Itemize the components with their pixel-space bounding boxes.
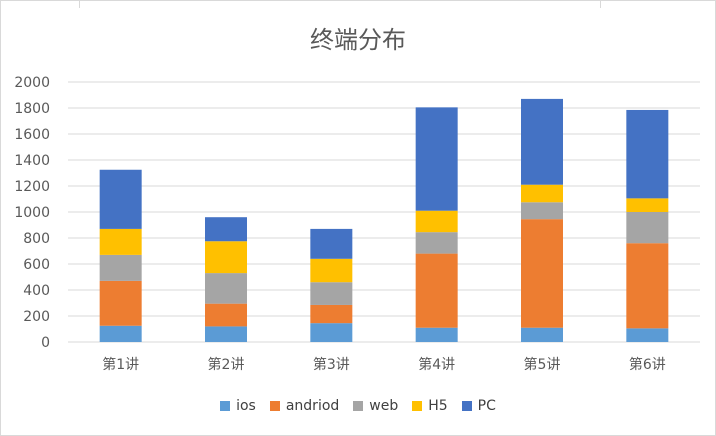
x-tick-label: 第6讲 [629, 356, 666, 373]
bar-segment-PC-6 [626, 109, 669, 199]
bar-segment-H5-2 [205, 241, 247, 274]
legend-swatch [461, 401, 472, 411]
bar-segment-ios-5 [521, 327, 563, 342]
bar-segment-web-2 [205, 273, 247, 304]
y-tick-label: 600 [23, 257, 50, 273]
y-tick-label: 2000 [14, 75, 50, 91]
y-tick-label: 1200 [14, 179, 50, 195]
bar-segment-web-4 [415, 232, 458, 254]
legend-swatch [353, 401, 364, 411]
bar-segment-PC-2 [205, 217, 247, 242]
legend-item-andriod: andriod [269, 398, 340, 414]
bar-segment-H5-4 [415, 210, 458, 233]
bar-segment-H5-5 [521, 184, 563, 203]
legend-item-web: web [353, 398, 398, 414]
legend-label: PC [477, 398, 496, 414]
bar-segment-andriod-3 [310, 304, 353, 324]
legend-item-ios: ios [220, 398, 256, 414]
bar-segment-PC-5 [521, 98, 563, 185]
legend-item-PC: PC [461, 398, 496, 414]
bar-segment-web-6 [626, 212, 669, 244]
chart-legend: ios andriod web H5 PC [0, 398, 716, 414]
bar-segment-H5-6 [626, 198, 669, 212]
bar-segment-web-3 [310, 282, 353, 305]
bar-segment-andriod-2 [205, 303, 247, 327]
x-tick-label: 第3讲 [313, 356, 350, 373]
y-tick-label: 200 [23, 309, 50, 325]
chart-title: 终端分布 [310, 26, 406, 54]
y-tick-label: 0 [41, 335, 50, 351]
x-tick-label: 第4讲 [418, 356, 455, 373]
y-tick-label: 1800 [14, 101, 50, 117]
legend-item-H5: H5 [412, 398, 448, 414]
bar-segment-H5-1 [99, 228, 142, 255]
bar-segment-andriod-5 [521, 219, 563, 328]
frame-divider [600, 0, 601, 8]
legend-label: web [369, 398, 399, 414]
bar-segment-PC-3 [310, 228, 353, 259]
x-tick-label: 第1讲 [102, 356, 139, 373]
x-tick-label: 第2讲 [208, 356, 245, 373]
y-tick-label: 400 [23, 283, 50, 299]
legend-label: andriod [285, 398, 340, 414]
bar-segment-andriod-4 [415, 253, 458, 328]
bar-segment-web-1 [99, 254, 142, 281]
bar-segment-ios-2 [205, 326, 247, 342]
y-tick-label: 800 [23, 231, 50, 247]
legend-label: H5 [428, 398, 448, 414]
bar-segment-andriod-1 [99, 280, 142, 326]
y-tick-label: 1600 [14, 127, 50, 143]
frame-divider [79, 0, 80, 8]
legend-swatch [269, 401, 280, 411]
bar-segment-ios-6 [626, 328, 669, 342]
bar-segment-ios-1 [99, 325, 142, 342]
bar-segment-web-5 [521, 202, 563, 220]
bar-segment-PC-1 [99, 169, 142, 229]
legend-swatch [412, 401, 423, 411]
y-tick-label: 1400 [14, 153, 50, 169]
bar-segment-PC-4 [415, 107, 458, 211]
y-tick-label: 1000 [14, 205, 50, 221]
bar-segment-ios-3 [310, 323, 353, 342]
x-tick-label: 第5讲 [524, 356, 561, 373]
bar-segment-ios-4 [415, 327, 458, 342]
bar-segment-H5-3 [310, 258, 353, 283]
legend-swatch [220, 401, 231, 411]
bar-segment-andriod-6 [626, 243, 669, 329]
legend-label: ios [236, 398, 256, 414]
